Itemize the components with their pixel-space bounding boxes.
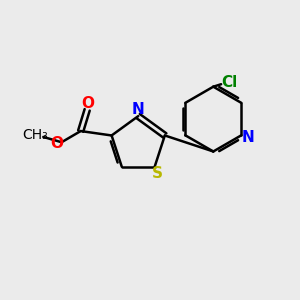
Text: N: N [131,102,144,117]
Text: S: S [152,166,163,181]
Text: Cl: Cl [221,75,237,90]
Text: CH₃: CH₃ [22,128,48,142]
Text: O: O [81,96,94,111]
Text: O: O [50,136,63,151]
Text: N: N [242,130,254,145]
